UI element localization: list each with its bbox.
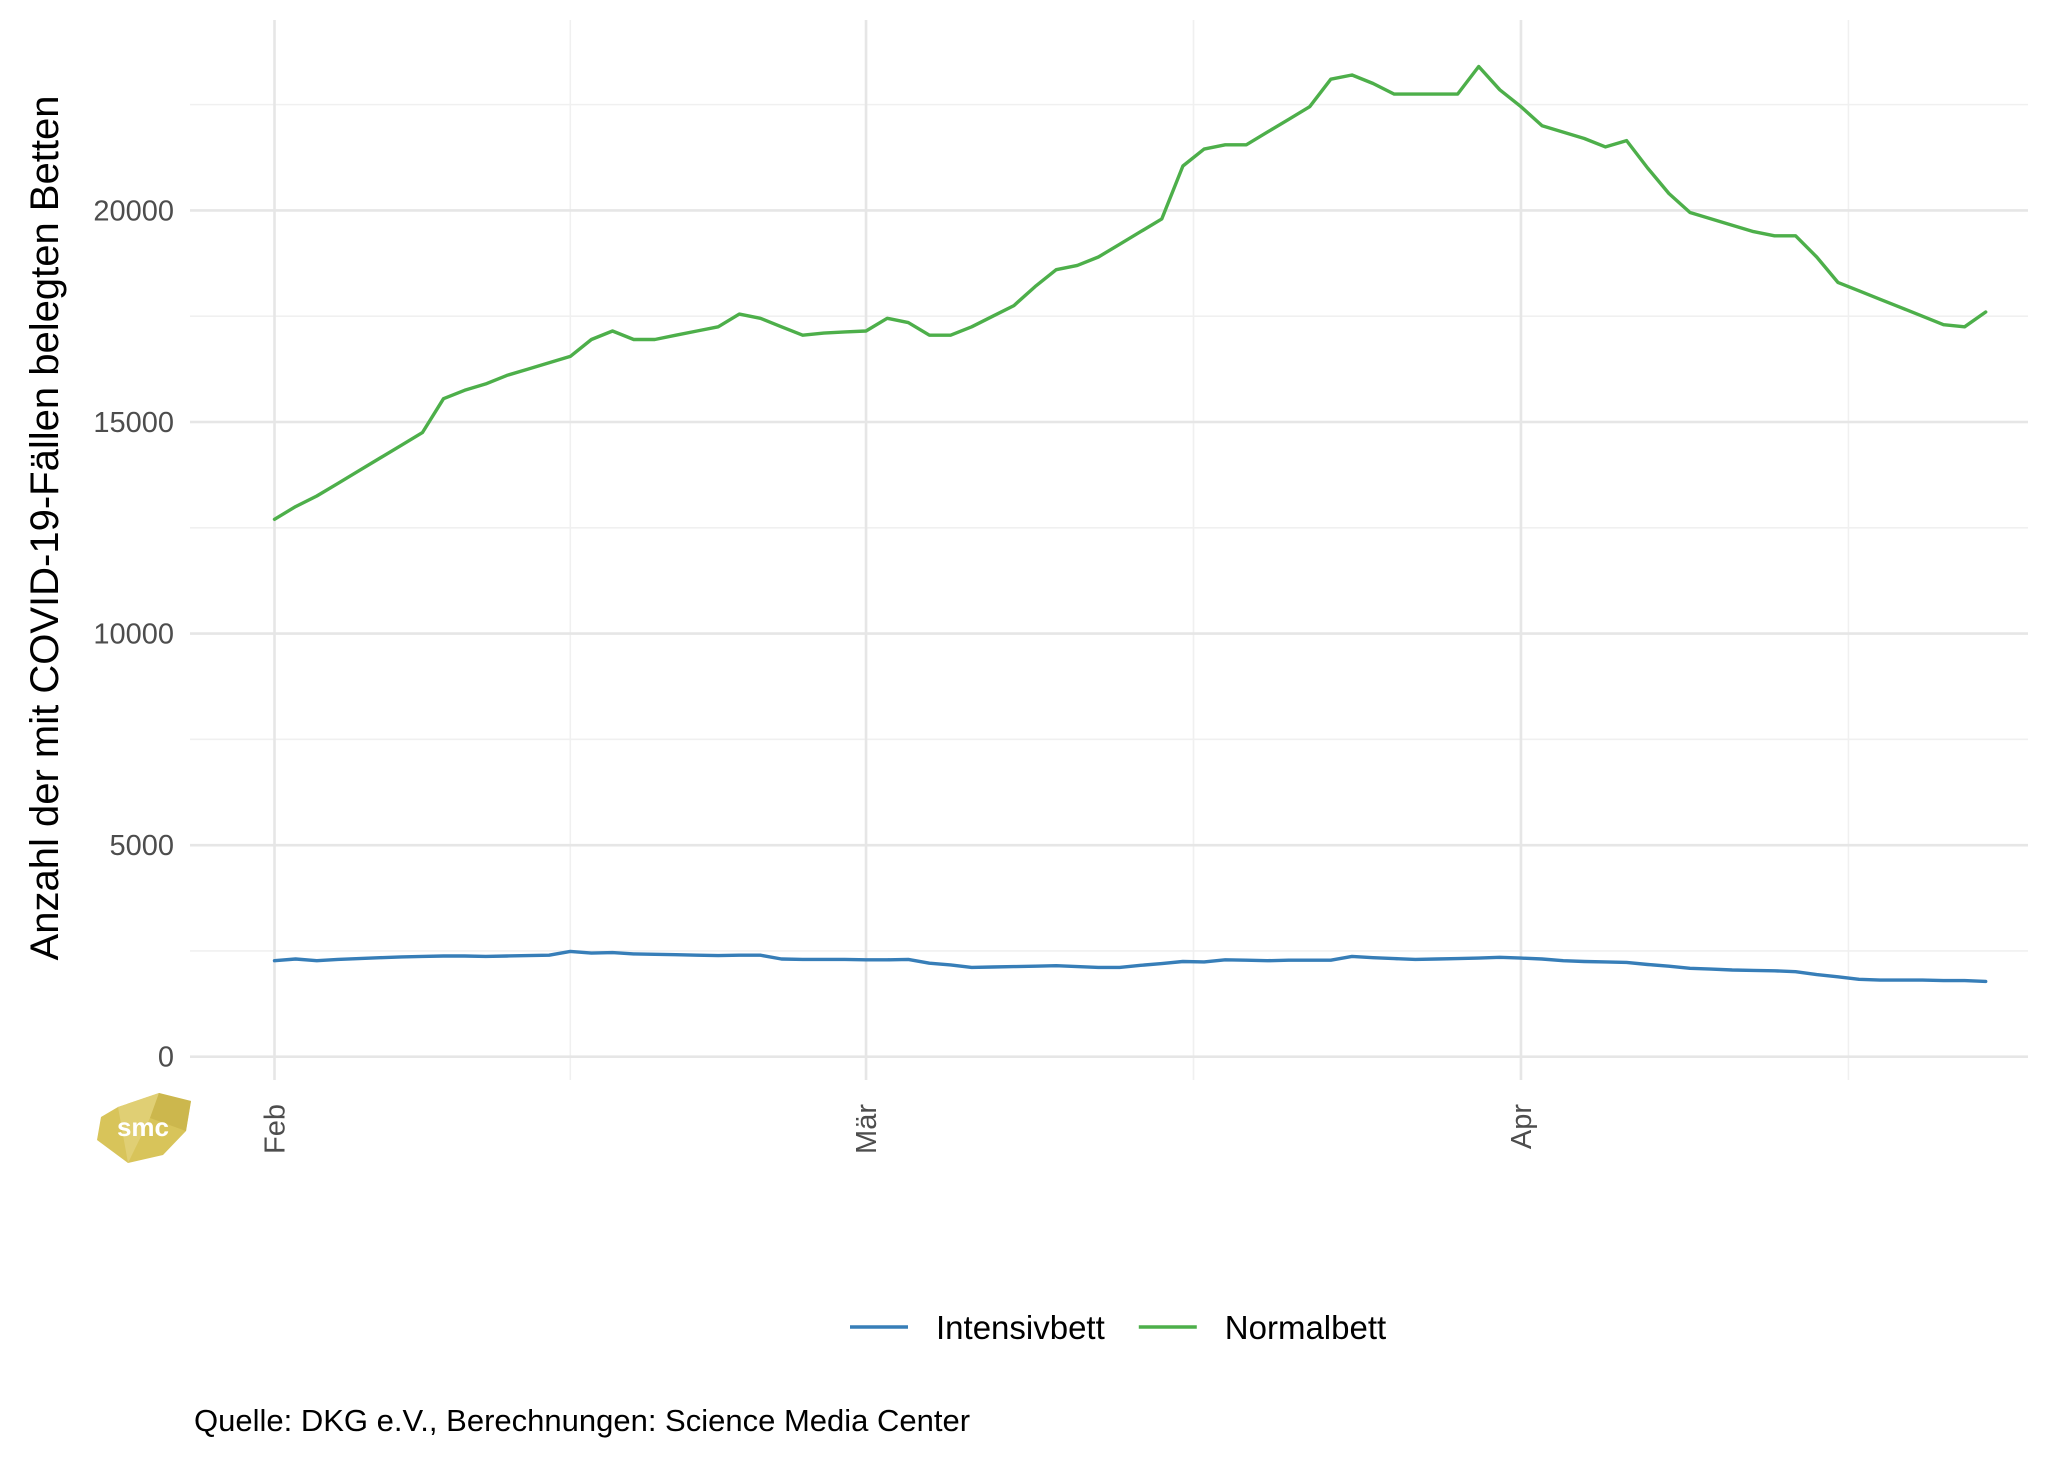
y-tick-label: 15000 (93, 407, 174, 439)
y-tick-label: 20000 (93, 195, 174, 227)
series-lines (272, 64, 1988, 984)
source-caption: Quelle: DKG e.V., Berechnungen: Science … (194, 1403, 970, 1438)
x-tick-label: Apr (1506, 1104, 1538, 1149)
y-tick-label: 10000 (93, 619, 174, 651)
x-tick-label: Feb (260, 1104, 292, 1154)
smc-logo: smc (97, 1093, 191, 1163)
smc-logo-text: smc (117, 1112, 169, 1142)
y-tick-label: 0 (158, 1042, 174, 1074)
series-line-normalbett (272, 64, 1988, 521)
series-line-intensivbett (272, 949, 1988, 984)
x-axis-tick-labels: Feb Mär Apr (260, 1104, 1538, 1154)
x-tick-label: Mär (851, 1104, 883, 1154)
y-axis-title: Anzahl der mit COVID-19-Fällen belegten … (23, 96, 67, 961)
legend: Intensivbett Normalbett (850, 1309, 1386, 1346)
y-axis-tick-labels: 0 5000 10000 15000 20000 (93, 195, 174, 1073)
y-tick-label: 5000 (109, 830, 174, 862)
legend-label-normalbett: Normalbett (1225, 1309, 1386, 1346)
legend-label-intensivbett: Intensivbett (936, 1309, 1105, 1346)
grid-lines (190, 20, 2028, 1080)
